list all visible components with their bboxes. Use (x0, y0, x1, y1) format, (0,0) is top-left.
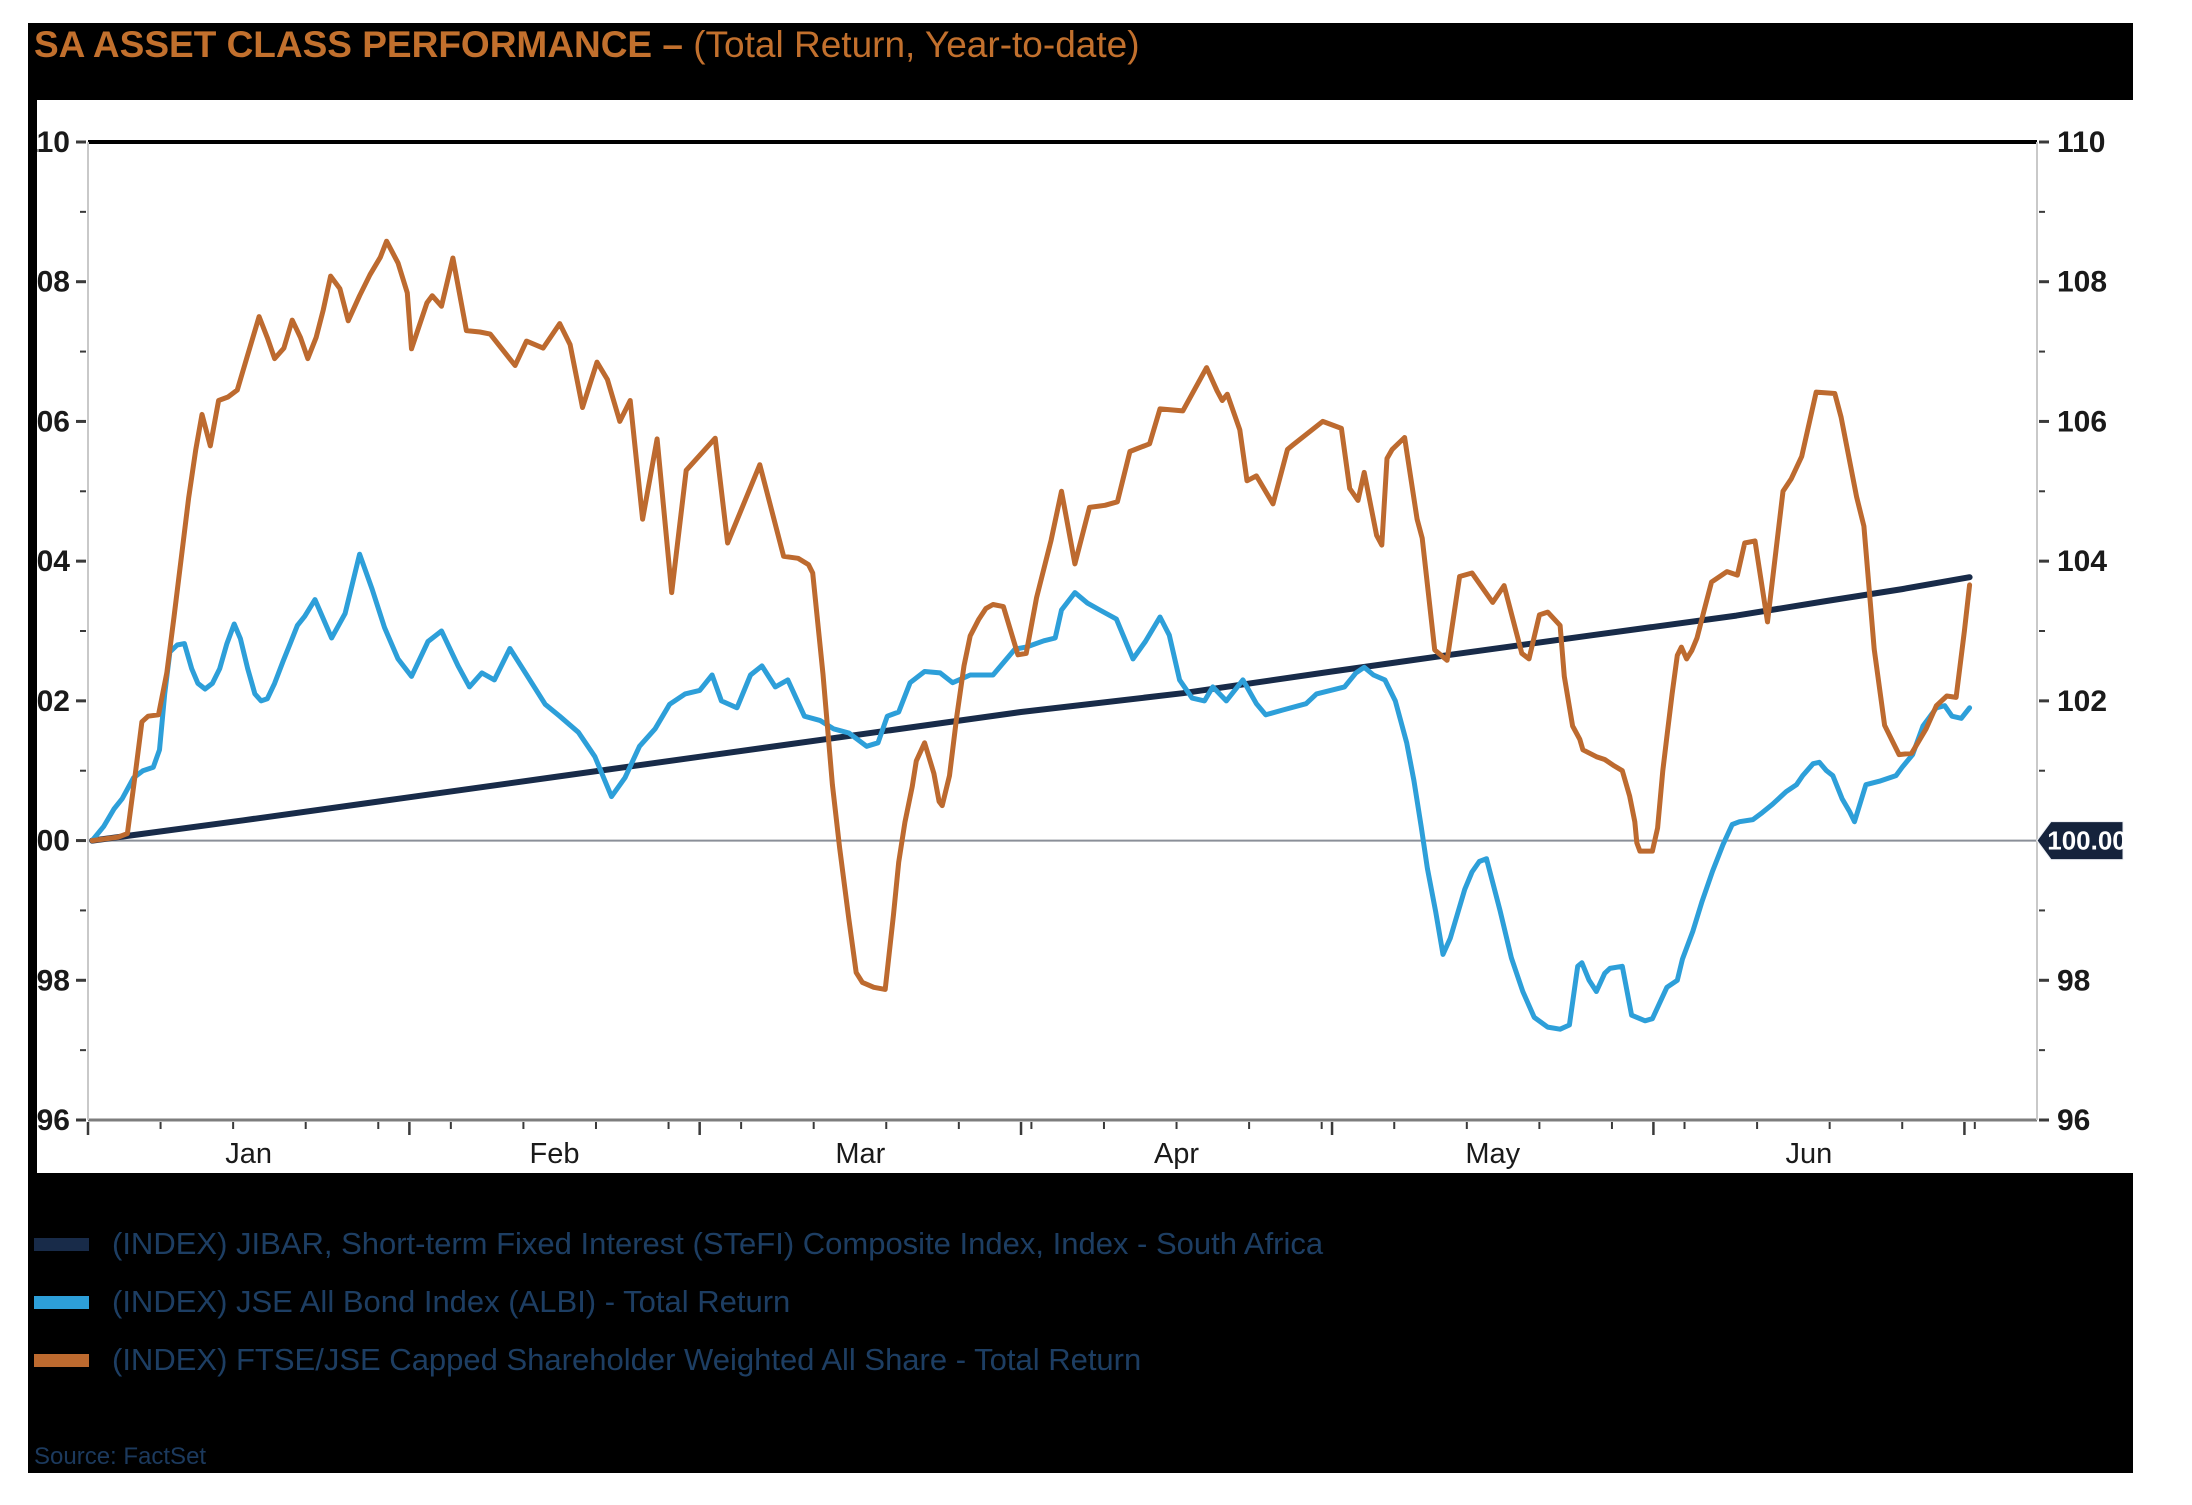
legend-label: (INDEX) JIBAR, Short-term Fixed Interest… (112, 1226, 1324, 1261)
y-axis-label-right: 106 (2057, 405, 2107, 438)
y-axis-label-right: 96 (2057, 1104, 2090, 1137)
chart-title-main: SA ASSET CLASS PERFORMANCE – (34, 24, 694, 65)
x-axis-month-label: Jan (225, 1138, 272, 1170)
legend-item-albi: (INDEX) JSE All Bond Index (ALBI) - Tota… (28, 1273, 2133, 1331)
legend-item-capped-swix: (INDEX) FTSE/JSE Capped Shareholder Weig… (28, 1331, 2133, 1389)
x-axis-month-label: Jun (1786, 1138, 1833, 1170)
report-block: SA ASSET CLASS PERFORMANCE – (Total Retu… (28, 23, 2133, 1473)
line-chart: 9696989810010010210210410410610610810811… (37, 126, 2127, 1170)
y-axis-label-right: 102 (2057, 685, 2107, 718)
chart-panel: 9696989810010010210210410410610610810811… (37, 100, 2133, 1173)
legend: (INDEX) JIBAR, Short-term Fixed Interest… (28, 1215, 2133, 1389)
series-line-1 (89, 551, 1973, 1032)
y-axis-label-left: 98 (37, 964, 70, 997)
y-axis-label-right: 110 (2057, 126, 2105, 159)
baseline-badge-label: 100.00 (2047, 826, 2127, 856)
page-title: SA ASSET CLASS PERFORMANCE – (Total Retu… (34, 25, 1140, 65)
y-axis-label-left: 110 (37, 126, 70, 159)
title-bar: SA ASSET CLASS PERFORMANCE – (Total Retu… (28, 23, 2133, 100)
y-axis-label-left: 108 (37, 266, 70, 299)
x-axis-month-label: Mar (835, 1138, 885, 1170)
x-axis-month-label: May (1465, 1138, 1520, 1170)
legend-item-jibar-stefi: (INDEX) JIBAR, Short-term Fixed Interest… (28, 1215, 2133, 1273)
y-axis-label-left: 96 (37, 1104, 70, 1137)
legend-swatch-blue (34, 1295, 89, 1309)
y-axis-label-left: 100 (37, 825, 70, 858)
legend-label: (INDEX) FTSE/JSE Capped Shareholder Weig… (112, 1342, 1142, 1377)
source-note: Source: FactSet (34, 1443, 207, 1470)
baseline-badge (2036, 821, 2124, 861)
series-line-0 (89, 574, 1973, 844)
legend-swatch-orange (34, 1353, 89, 1367)
y-axis-label-right: 98 (2057, 964, 2090, 997)
series-line-2 (89, 238, 1973, 992)
legend-label: (INDEX) JSE All Bond Index (ALBI) - Tota… (112, 1284, 791, 1319)
x-axis-month-label: Feb (530, 1138, 580, 1170)
legend-swatch-navy (34, 1237, 89, 1251)
y-axis-label-right: 108 (2057, 266, 2107, 299)
x-axis-month-label: Apr (1154, 1138, 1199, 1170)
y-axis-label-left: 106 (37, 405, 70, 438)
legend-panel: (INDEX) JIBAR, Short-term Fixed Interest… (28, 1173, 2133, 1473)
y-axis-label-left: 102 (37, 685, 70, 718)
y-axis-label-left: 104 (37, 545, 70, 578)
y-axis-label-right: 104 (2057, 545, 2107, 578)
chart-title-sub: (Total Return, Year-to-date) (693, 24, 1140, 65)
